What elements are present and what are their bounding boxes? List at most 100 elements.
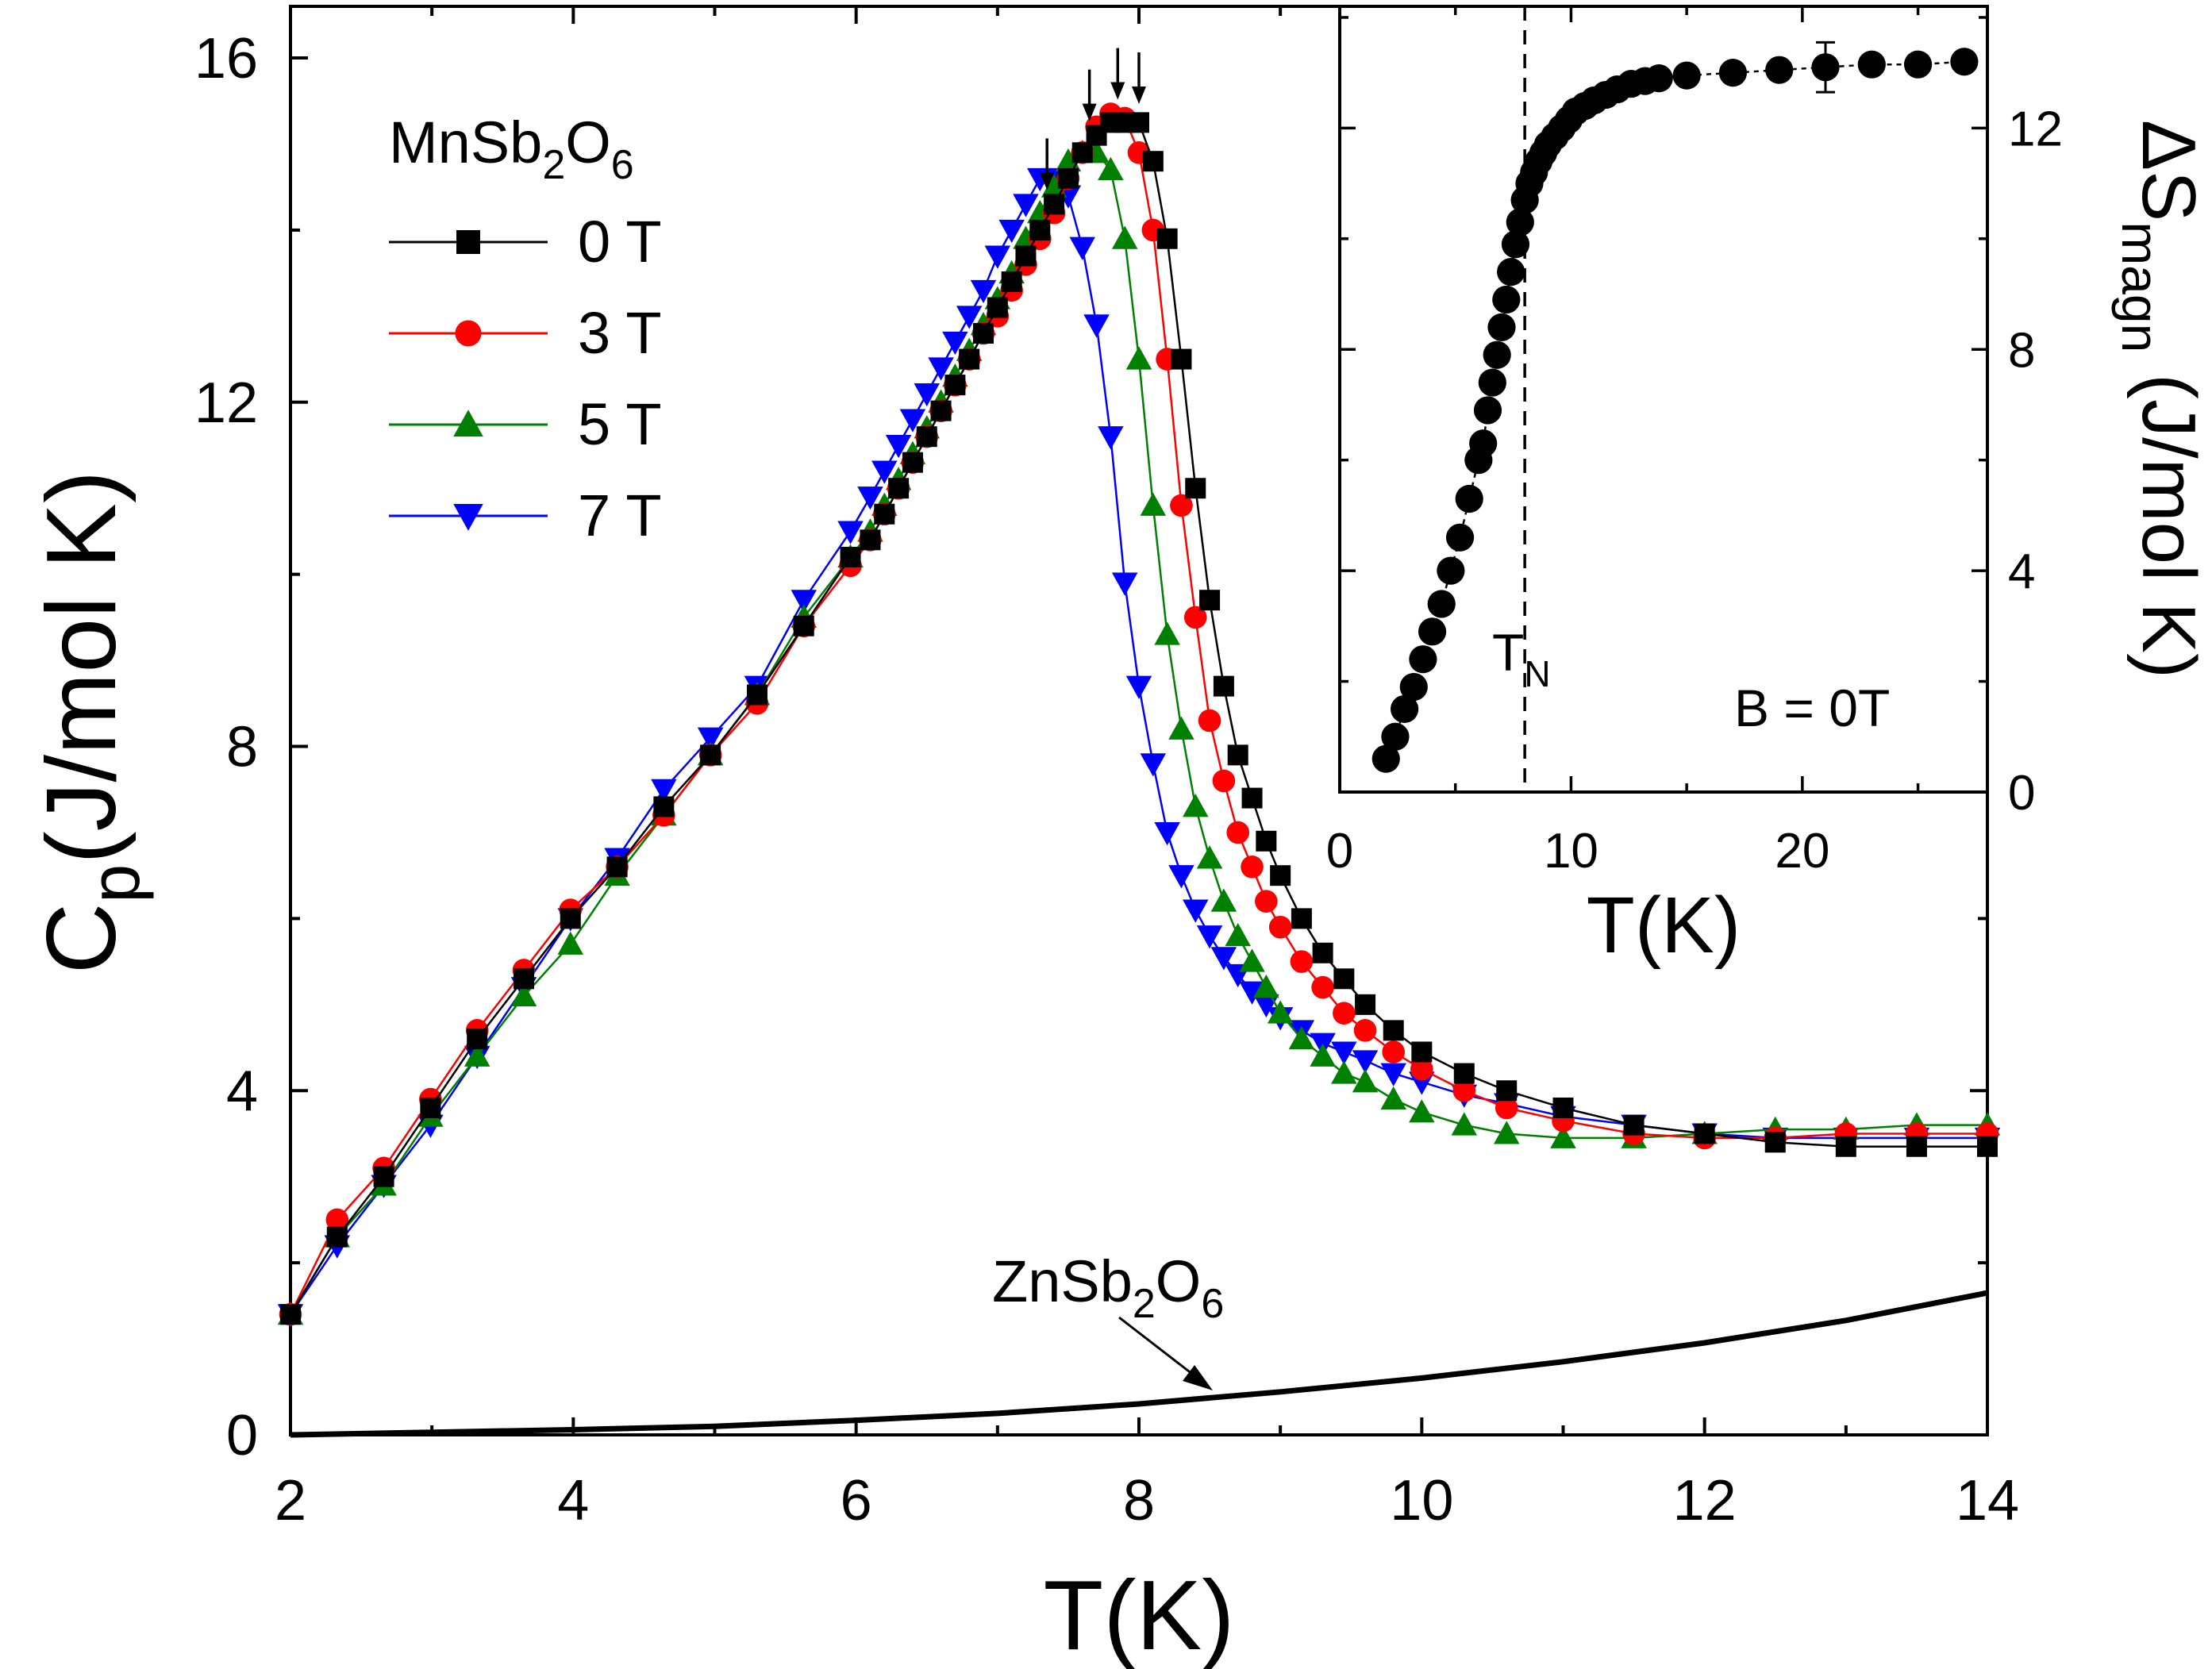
data-point [1029,219,1051,240]
transition-arrow-head [1110,82,1125,100]
data-point [1154,821,1180,846]
zn-reference-line [290,1290,1988,1438]
data-point [874,503,895,525]
data-point [653,796,675,817]
main-y-title-base: C [27,903,137,975]
data-point [746,684,767,706]
series-line [289,177,1987,1315]
legend-title: MnSb2O6 [389,110,634,188]
data-point [930,400,952,421]
data-point [1171,348,1192,370]
data-point [885,435,912,459]
data-point [1451,1112,1478,1136]
legend-label-2: 5 T [578,391,662,457]
main-y-axis-title-group: Cp(J/mol K) [27,471,154,975]
data-point [956,306,983,329]
legend-marker-1 [455,320,482,347]
data-point [1013,194,1039,217]
main-y-tick-label: 16 [194,27,258,90]
legend-items [389,230,548,531]
inset-data-point [1857,50,1886,79]
zn-annotation-arrow-head [1183,1365,1213,1390]
field-annotation: B = 0T [1734,679,1890,737]
inset-data-point [1487,313,1516,341]
inset-data-point [1497,258,1525,286]
inset-data-point [1473,396,1502,425]
data-point [1355,994,1376,1015]
data-point [899,409,926,433]
data-point [1125,675,1152,699]
data-point [984,245,1011,269]
data-point [1331,1041,1357,1065]
data-point [973,323,994,344]
inset-y-axis-title-group: ΔSmagn (J/mol K) [2111,120,2211,679]
data-point [1083,314,1110,338]
data-point [970,279,997,304]
data-point [860,529,881,551]
main-y-tick-label: 8 [226,716,258,779]
inset-plot: 0 10 20 0 4 8 12 TN B = 0T T(K) ΔSmagn (J/mol … [1326,5,2211,970]
legend-title-part-3: O [565,110,611,175]
data-point [1225,922,1251,947]
main-y-title-sub: p [75,864,154,903]
legend: MnSb2O6 0 T 3 T 5 T 7 T [389,110,662,548]
data-point [1140,492,1167,516]
legend-marker-2 [453,410,483,436]
main-x-tick-label: 10 [1390,1469,1453,1532]
inset-data-point [1903,50,1933,79]
data-point [1352,1050,1379,1074]
data-point [1382,1040,1405,1063]
legend-title-part-1: MnSb [389,110,542,175]
data-point [928,357,954,381]
data-point [959,348,980,370]
data-point [1168,716,1194,740]
data-point [1199,590,1221,611]
legend-marker-3 [453,504,483,531]
data-point [1764,1132,1786,1153]
series-0t [280,112,1998,1325]
legend-label-0: 0 T [578,209,662,275]
legend-title-part-2: 2 [542,142,565,188]
data-point [1380,1063,1406,1086]
data-point [902,452,923,473]
data-point [1550,1125,1576,1148]
data-point [1213,675,1234,697]
data-point [1111,225,1138,249]
data-point [1906,1136,1927,1157]
data-point [651,779,677,802]
data-point [837,521,864,544]
inset-tick-labels: 0 10 20 0 4 8 12 [1326,102,2063,879]
zn-label-part-3: O [1156,1248,1202,1314]
main-tick-labels: 2 4 6 8 10 12 14 0 4 8 12 16 [194,27,2019,1532]
data-point [1291,908,1312,929]
transition-arrows [1040,48,1146,190]
data-point [1623,1114,1645,1136]
inset-axis-ticks [1338,6,1987,794]
data-point [1125,346,1152,370]
main-x-tick-label: 2 [275,1469,306,1532]
inset-data-point [1672,61,1701,90]
main-y-title-rest: (J/mol K) [27,471,137,864]
data-point [373,1166,394,1187]
data-point [914,383,940,407]
data-point [1409,1099,1435,1123]
data-point [1267,1000,1294,1024]
main-x-tick-label: 12 [1673,1469,1737,1532]
data-point [557,931,584,955]
data-point [1239,948,1265,972]
data-point [1183,899,1209,923]
transition-arrow-head [1132,86,1146,104]
data-point [1154,621,1180,645]
inset-data-point [1478,368,1506,397]
inset-y-title-rest: (J/mol K) [2126,352,2211,679]
inset-y-title-sub: magn [2111,221,2170,352]
inset-data-point [1483,340,1511,369]
transition-arrow-head [1082,103,1097,121]
data-point [1196,845,1223,869]
data-point [1183,606,1207,629]
data-point [697,727,724,751]
data-point [1496,1080,1518,1102]
inset-data-point [1455,484,1483,513]
inset-data-point [1437,556,1465,585]
main-x-tick-label: 14 [1956,1469,2019,1532]
